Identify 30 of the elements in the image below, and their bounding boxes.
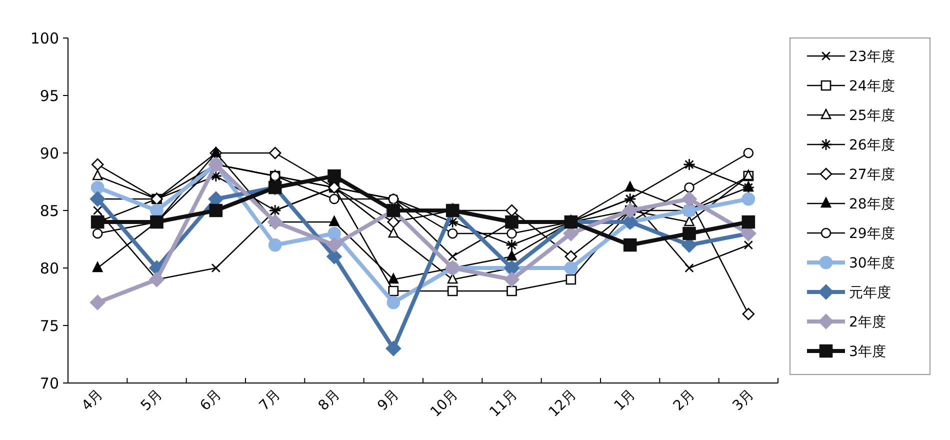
x-tick-label: 9月 — [374, 386, 402, 414]
legend-label: 29年度 — [849, 226, 895, 242]
legend-label: 元年度 — [849, 284, 891, 301]
y-tick-label: 95 — [40, 86, 59, 105]
x-tick-label: 10月 — [428, 386, 462, 420]
legend-label: 2年度 — [849, 314, 886, 330]
x-tick-label: 6月 — [197, 386, 225, 414]
legend-label: 23年度 — [849, 48, 895, 65]
y-tick-label: 70 — [40, 374, 59, 392]
x-tick-label: 2月 — [670, 386, 698, 414]
legend-label: 26年度 — [849, 137, 895, 154]
x-tick-label: 7月 — [256, 386, 284, 414]
y-tick-label: 100 — [30, 29, 59, 48]
legend-label: 27年度 — [849, 166, 895, 183]
x-tick-label: 1月 — [611, 386, 639, 414]
x-tick-label: 12月 — [546, 386, 580, 420]
x-tick-label: 8月 — [316, 386, 344, 414]
x-tick-label: 4月 — [78, 386, 106, 414]
legend-label: 3年度 — [849, 344, 886, 360]
y-tick-label: 85 — [40, 202, 59, 220]
x-tick-label: 5月 — [138, 386, 166, 414]
x-tick-label: 3月 — [730, 386, 758, 414]
x-tick-label: 11月 — [486, 386, 521, 420]
legend-label: 30年度 — [849, 255, 895, 272]
y-tick-label: 80 — [40, 259, 59, 278]
y-tick-label: 75 — [40, 316, 59, 335]
y-tick-label: 90 — [40, 144, 59, 162]
legend-label: 28年度 — [849, 196, 895, 212]
legend-label: 24年度 — [849, 78, 895, 94]
legend-label: 25年度 — [849, 108, 895, 124]
